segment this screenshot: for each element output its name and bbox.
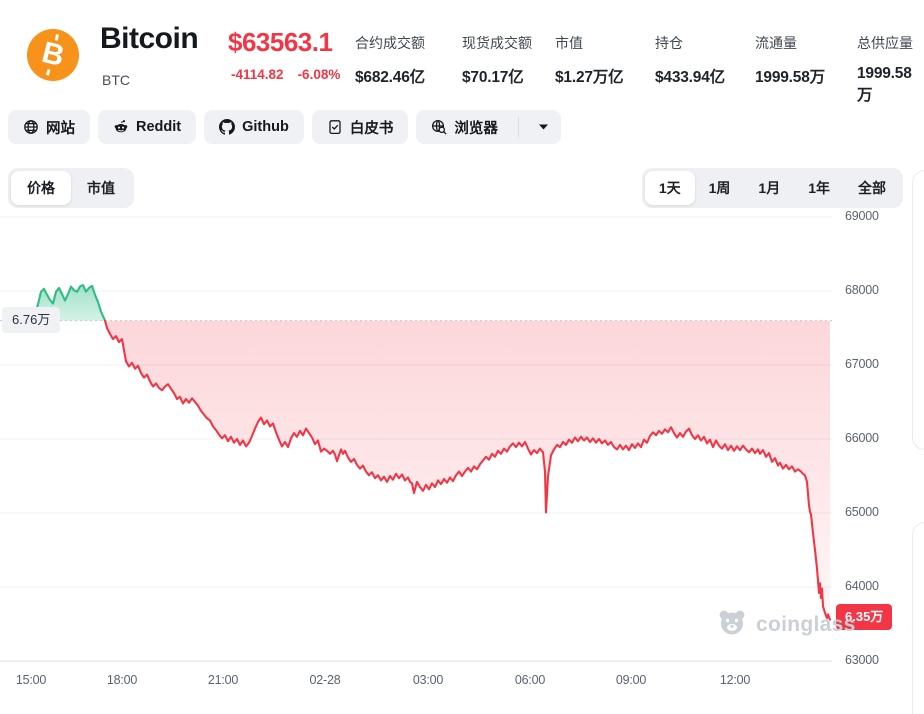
y-axis-tick: 65000 <box>845 505 879 519</box>
price-chart[interactable]: 69000 68000 67000 66000 65000 64000 63000 15:00… <box>0 200 924 714</box>
whitepaper-button[interactable]: 白皮书 <box>311 110 409 144</box>
coin-name: Bitcoin <box>100 22 199 55</box>
reddit-icon <box>113 119 129 135</box>
time-range-tabs: 1天 1周 1月 1年 全部 <box>641 168 903 208</box>
tab-price[interactable]: 价格 <box>11 171 71 205</box>
right-panel-edge <box>912 170 924 450</box>
external-links-row: 网站 Reddit Github <box>8 110 561 144</box>
explorer-button-group: 浏览器 <box>416 110 561 144</box>
chevron-down-icon <box>538 124 548 130</box>
stat-contract-volume: 合约成交额 $682.46亿 <box>355 35 425 86</box>
y-axis-tick: 64000 <box>845 579 879 593</box>
explorer-icon <box>431 119 447 135</box>
bitcoin-logo-icon: B <box>27 29 79 81</box>
stat-spot-volume: 现货成交额 $70.17亿 <box>462 35 532 86</box>
github-button[interactable]: Github <box>204 110 304 144</box>
globe-icon <box>23 119 39 135</box>
last-price-badge: 6.35万 <box>836 604 893 630</box>
chart-mode-tabs: 价格 市值 <box>8 168 134 208</box>
y-axis-tick: 69000 <box>845 209 879 223</box>
x-axis-tick: 09:00 <box>615 673 647 687</box>
stat-open-interest: 持仓 $433.94亿 <box>655 35 725 86</box>
range-1m[interactable]: 1月 <box>758 180 781 196</box>
x-axis-tick: 21:00 <box>207 673 239 687</box>
stat-total-supply: 总供应量 1999.58万 <box>857 35 913 104</box>
coinglass-watermark-text: coinglass <box>756 612 856 636</box>
x-axis-tick: 06:00 <box>514 673 546 687</box>
price-change-pct: -6.08% <box>297 67 341 82</box>
coin-symbol: BTC <box>102 72 130 88</box>
x-axis-tick: 18:00 <box>106 673 138 687</box>
stat-circulating-supply: 流通量 1999.58万 <box>755 35 825 86</box>
range-1d[interactable]: 1天 <box>644 171 695 205</box>
y-axis-tick: 63000 <box>845 653 879 667</box>
range-all[interactable]: 全部 <box>858 180 886 196</box>
x-axis-tick: 02-28 <box>309 673 341 687</box>
github-icon <box>219 119 236 135</box>
y-axis-tick: 66000 <box>845 431 879 445</box>
x-axis-tick: 15:00 <box>15 673 47 687</box>
coinglass-watermark: coinglass <box>716 606 856 643</box>
y-axis-tick: 67000 <box>845 357 879 371</box>
x-axis-tick: 03:00 <box>412 673 444 687</box>
price-line-chart[interactable] <box>0 200 924 714</box>
range-1w[interactable]: 1周 <box>708 180 731 196</box>
coin-price: $63563.1 <box>228 27 333 57</box>
price-change: -4114.82 -6.08% <box>231 67 340 82</box>
tab-marketcap[interactable]: 市值 <box>87 180 115 196</box>
reddit-button[interactable]: Reddit <box>98 110 197 144</box>
open-price-label: 6.76万 <box>2 307 61 333</box>
range-1y[interactable]: 1年 <box>808 180 830 196</box>
coinglass-bear-icon <box>716 606 748 643</box>
price-change-abs: -4114.82 <box>231 67 284 82</box>
button-divider <box>517 117 519 137</box>
stat-market-cap: 市值 $1.27万亿 <box>555 35 624 86</box>
explorer-dropdown-toggle[interactable] <box>526 110 561 144</box>
right-panel-edge <box>912 522 924 714</box>
website-button[interactable]: 网站 <box>8 110 90 144</box>
explorer-button[interactable]: 浏览器 <box>416 110 511 144</box>
x-axis-tick: 12:00 <box>719 673 751 687</box>
y-axis-tick: 68000 <box>845 283 879 297</box>
whitepaper-icon <box>327 119 343 135</box>
